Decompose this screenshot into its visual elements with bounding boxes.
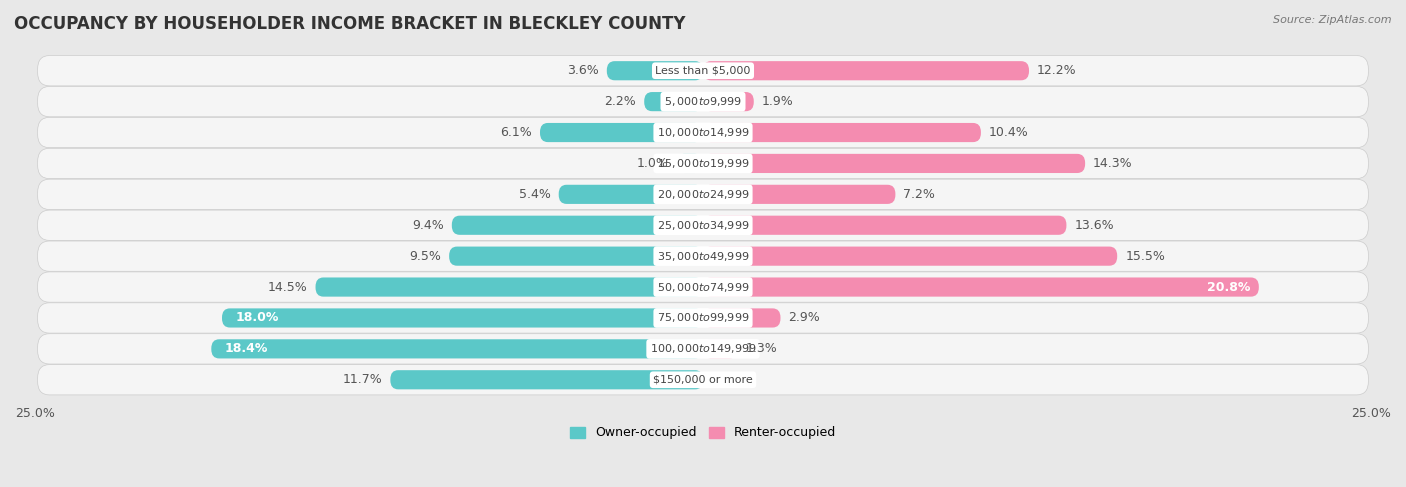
FancyBboxPatch shape [38,117,1368,148]
Text: 14.3%: 14.3% [1092,157,1133,170]
FancyBboxPatch shape [211,339,703,358]
FancyBboxPatch shape [38,303,1368,333]
Text: 2.9%: 2.9% [789,312,820,324]
FancyBboxPatch shape [38,241,1368,271]
FancyBboxPatch shape [222,308,703,328]
FancyBboxPatch shape [703,308,780,328]
FancyBboxPatch shape [703,278,1258,297]
Text: 14.5%: 14.5% [267,281,308,294]
FancyBboxPatch shape [558,185,703,204]
Text: $20,000 to $24,999: $20,000 to $24,999 [657,188,749,201]
Text: 9.5%: 9.5% [409,250,441,262]
Text: $15,000 to $19,999: $15,000 to $19,999 [657,157,749,170]
Text: 18.4%: 18.4% [225,342,269,356]
Text: 1.0%: 1.0% [637,157,668,170]
Text: Less than $5,000: Less than $5,000 [655,66,751,75]
Text: 15.5%: 15.5% [1125,250,1166,262]
Text: 1.9%: 1.9% [762,95,793,108]
Text: $150,000 or more: $150,000 or more [654,375,752,385]
FancyBboxPatch shape [676,154,703,173]
FancyBboxPatch shape [451,216,703,235]
Text: $35,000 to $49,999: $35,000 to $49,999 [657,250,749,262]
Text: $10,000 to $14,999: $10,000 to $14,999 [657,126,749,139]
Text: $5,000 to $9,999: $5,000 to $9,999 [664,95,742,108]
Text: 3.6%: 3.6% [567,64,599,77]
Text: 20.8%: 20.8% [1208,281,1251,294]
FancyBboxPatch shape [703,185,896,204]
FancyBboxPatch shape [38,149,1368,179]
FancyBboxPatch shape [38,179,1368,209]
Text: 9.4%: 9.4% [412,219,444,232]
Text: $100,000 to $149,999: $100,000 to $149,999 [650,342,756,356]
Text: 1.3%: 1.3% [745,342,778,356]
FancyBboxPatch shape [703,61,1029,80]
FancyBboxPatch shape [703,92,754,111]
Text: 11.7%: 11.7% [343,373,382,386]
Text: 6.1%: 6.1% [501,126,531,139]
Text: $50,000 to $74,999: $50,000 to $74,999 [657,281,749,294]
FancyBboxPatch shape [540,123,703,142]
Text: 12.2%: 12.2% [1038,64,1077,77]
Text: 2.2%: 2.2% [605,95,636,108]
FancyBboxPatch shape [38,365,1368,395]
Text: 13.6%: 13.6% [1074,219,1114,232]
FancyBboxPatch shape [38,334,1368,364]
Text: OCCUPANCY BY HOUSEHOLDER INCOME BRACKET IN BLECKLEY COUNTY: OCCUPANCY BY HOUSEHOLDER INCOME BRACKET … [14,15,686,33]
Text: 7.2%: 7.2% [904,188,935,201]
FancyBboxPatch shape [38,272,1368,302]
FancyBboxPatch shape [703,246,1118,266]
FancyBboxPatch shape [391,370,703,389]
FancyBboxPatch shape [703,123,981,142]
FancyBboxPatch shape [449,246,703,266]
Text: $75,000 to $99,999: $75,000 to $99,999 [657,312,749,324]
Legend: Owner-occupied, Renter-occupied: Owner-occupied, Renter-occupied [565,421,841,445]
FancyBboxPatch shape [703,216,1066,235]
Text: 10.4%: 10.4% [988,126,1029,139]
Text: 18.0%: 18.0% [235,312,278,324]
FancyBboxPatch shape [315,278,703,297]
Text: Source: ZipAtlas.com: Source: ZipAtlas.com [1274,15,1392,25]
FancyBboxPatch shape [607,61,703,80]
FancyBboxPatch shape [38,87,1368,117]
FancyBboxPatch shape [38,56,1368,86]
FancyBboxPatch shape [703,154,1085,173]
FancyBboxPatch shape [703,339,738,358]
Text: 5.4%: 5.4% [519,188,551,201]
FancyBboxPatch shape [38,210,1368,241]
Text: $25,000 to $34,999: $25,000 to $34,999 [657,219,749,232]
FancyBboxPatch shape [644,92,703,111]
